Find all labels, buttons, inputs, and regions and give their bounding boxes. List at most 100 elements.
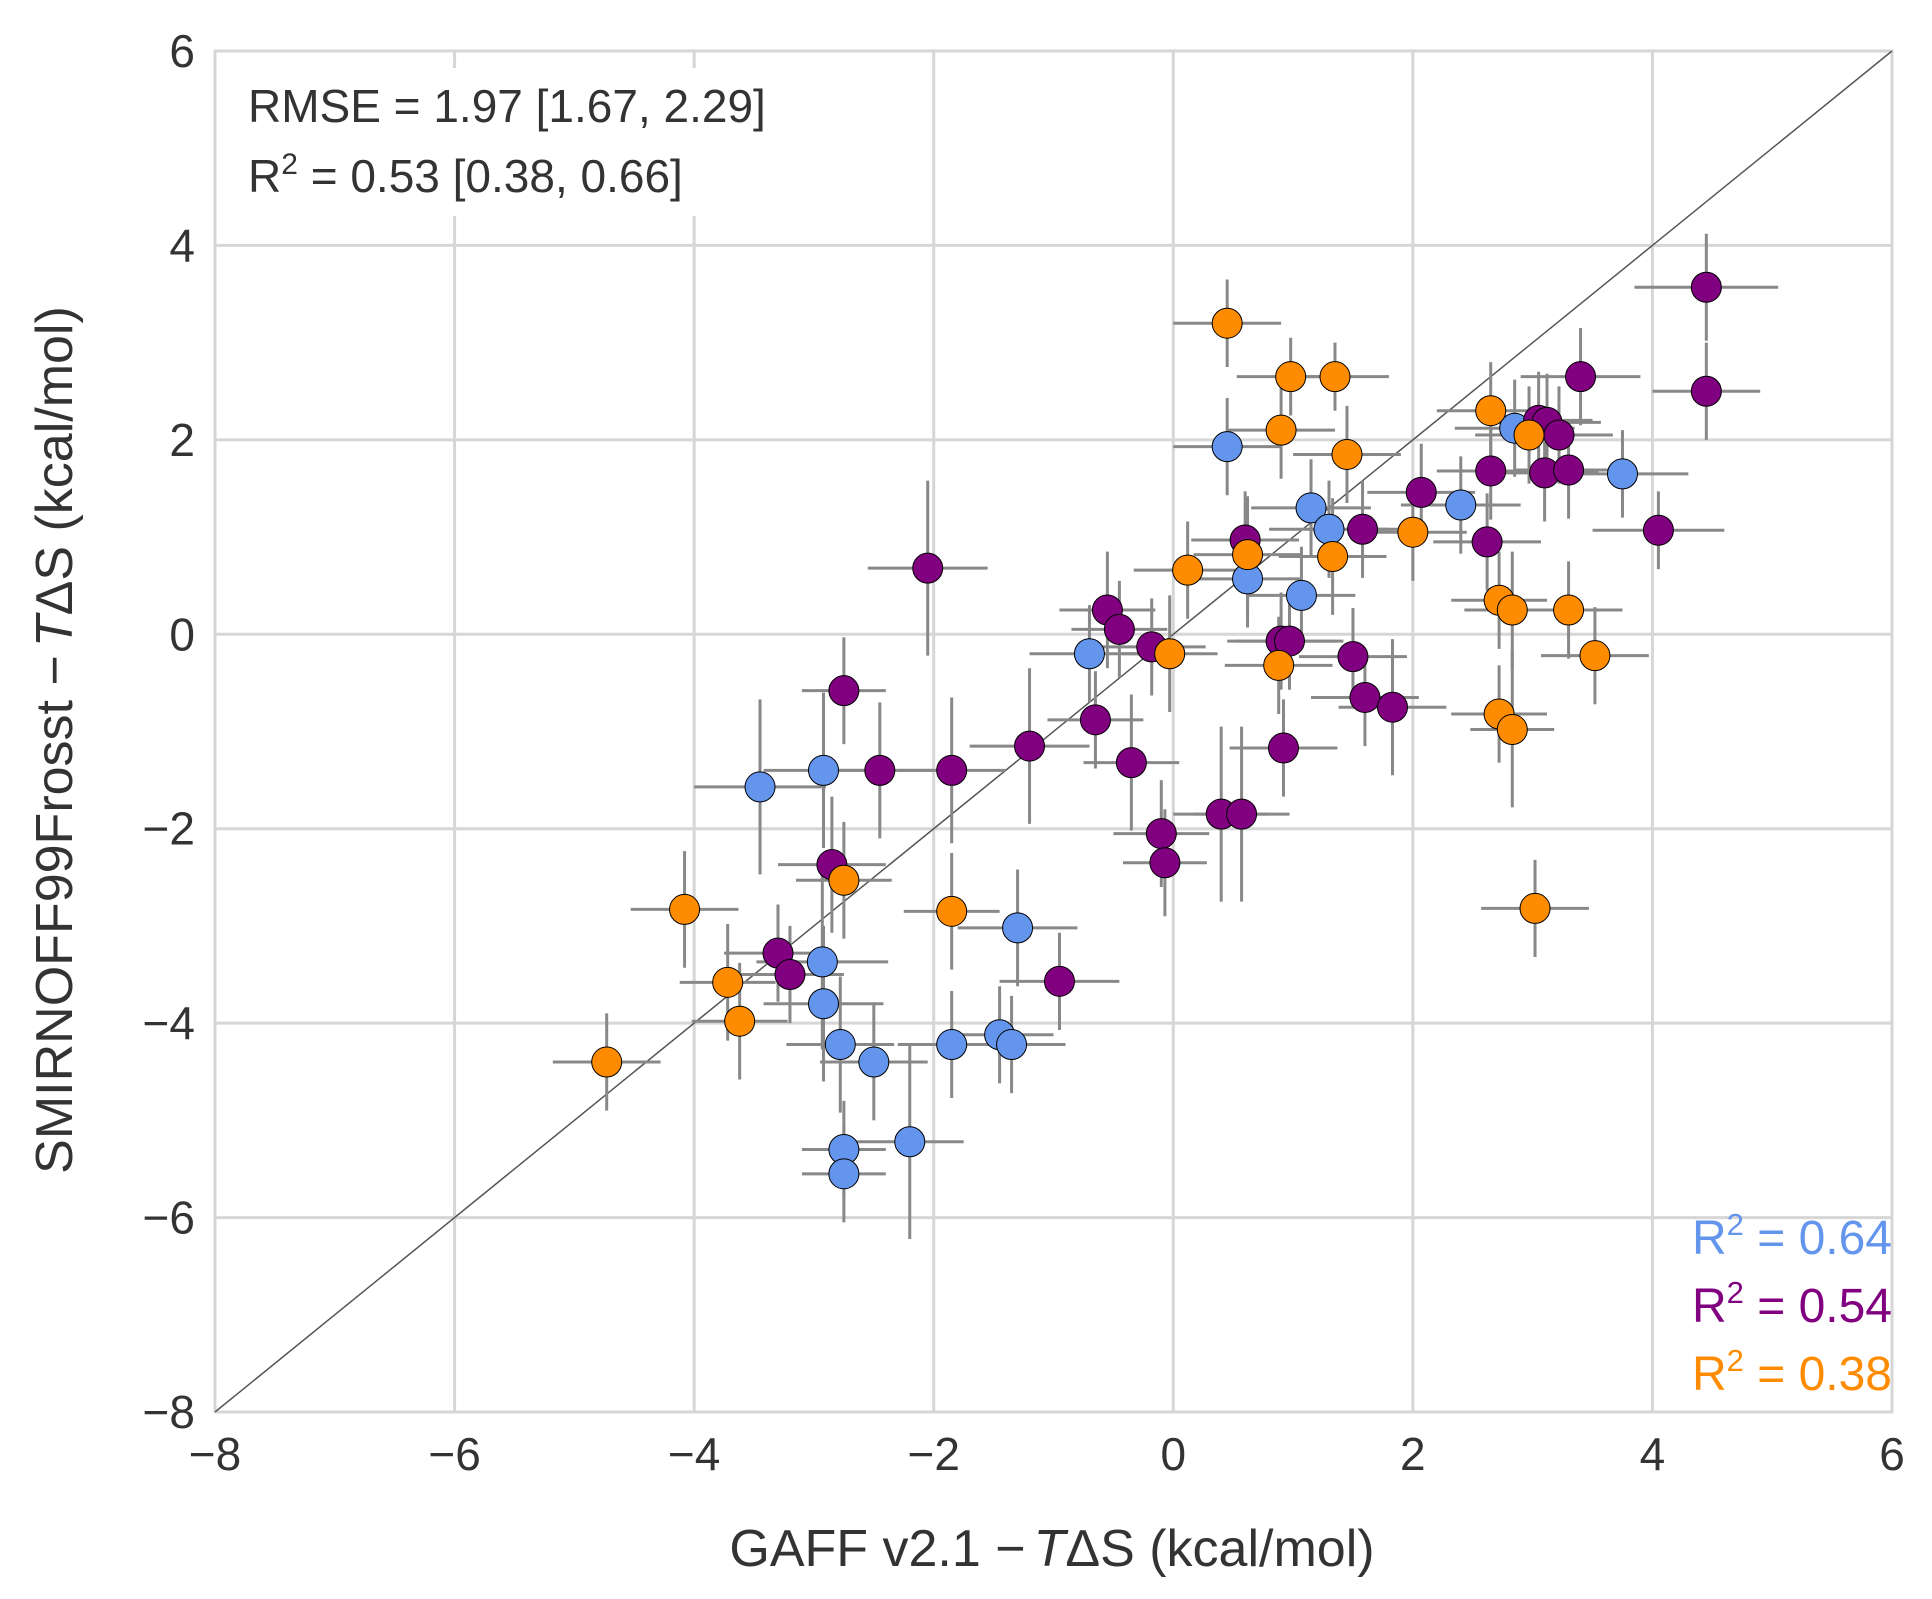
data-point — [894, 1126, 926, 1158]
data-point — [1642, 514, 1674, 546]
data-point — [1317, 541, 1349, 573]
data-point — [1149, 847, 1181, 879]
data-point — [912, 552, 944, 584]
data-point — [1265, 414, 1297, 446]
data-point — [1073, 638, 1105, 670]
data-point — [936, 1029, 968, 1061]
y-tick-label: −2 — [143, 803, 195, 855]
data-point — [1226, 798, 1258, 830]
data-point — [1690, 271, 1722, 303]
identity-line — [214, 50, 1893, 1413]
data-point — [1232, 539, 1264, 571]
data-point — [1295, 492, 1327, 524]
data-point — [1319, 361, 1351, 393]
data-point — [1543, 419, 1575, 451]
data-points — [591, 271, 1722, 1190]
r2-overall-label: R2 = 0.53 [0.38, 0.66] — [248, 148, 683, 202]
data-point — [724, 1005, 756, 1037]
x-tick-label: 2 — [1400, 1428, 1426, 1480]
y-tick-label: −6 — [143, 1192, 195, 1244]
data-point — [591, 1046, 623, 1078]
data-point — [1079, 704, 1111, 736]
data-point — [1553, 454, 1585, 486]
data-point — [1211, 431, 1243, 463]
data-point — [858, 1046, 890, 1078]
data-point — [864, 754, 896, 786]
data-point — [806, 946, 838, 978]
data-point — [1154, 638, 1186, 670]
data-point — [1475, 455, 1507, 487]
data-point — [1565, 361, 1597, 393]
data-point — [828, 675, 860, 707]
data-point — [828, 1158, 860, 1190]
data-point — [1445, 489, 1477, 521]
data-point — [1115, 747, 1147, 779]
data-point — [1002, 912, 1034, 944]
y-tick-label: 6 — [169, 25, 195, 77]
data-point — [808, 754, 840, 786]
data-point — [1263, 649, 1295, 681]
tick-labels: −8 −6 −4 −2 0 2 4 6 −8 −6 −4 −2 0 2 4 6 — [143, 25, 1905, 1480]
x-axis-label: GAFF v2.1 − TΔS (kcal/mol) — [729, 1520, 1374, 1578]
data-point — [1275, 361, 1307, 393]
data-point — [1337, 641, 1369, 673]
data-point — [1145, 818, 1177, 850]
data-point — [1496, 714, 1528, 746]
r2-legend-blue: R2 = 0.64 — [1692, 1207, 1892, 1265]
data-point — [1690, 375, 1722, 407]
data-point — [1579, 640, 1611, 672]
data-point — [936, 754, 968, 786]
data-point — [1313, 513, 1345, 545]
data-point — [1553, 594, 1585, 626]
data-point — [824, 1029, 856, 1061]
data-point — [808, 988, 840, 1020]
r2-legend: R2 = 0.64 R2 = 0.54 R2 = 0.38 — [1692, 1207, 1892, 1401]
data-point — [1211, 307, 1243, 339]
data-point — [828, 864, 860, 896]
data-point — [1496, 594, 1528, 626]
y-tick-label: 0 — [169, 608, 195, 660]
x-tick-label: −8 — [189, 1428, 241, 1480]
rmse-label: RMSE = 1.97 [1.67, 2.29] — [248, 80, 766, 132]
y-axis-label: SMIRNOFF99Frosst −TΔS (kcal/mol) — [26, 306, 84, 1174]
r2-legend-orange: R2 = 0.38 — [1692, 1343, 1892, 1401]
y-tick-label: −4 — [143, 997, 195, 1049]
x-tick-label: 0 — [1160, 1428, 1186, 1480]
y-tick-label: 4 — [169, 219, 195, 271]
x-tick-label: 6 — [1879, 1428, 1905, 1480]
data-point — [712, 966, 744, 998]
data-point — [1285, 579, 1317, 611]
x-tick-label: −6 — [428, 1428, 480, 1480]
data-point — [1513, 419, 1545, 451]
data-point — [1172, 554, 1204, 586]
stats-box-background — [228, 68, 920, 216]
data-point — [1519, 892, 1551, 924]
data-point — [1397, 516, 1429, 548]
data-point — [1606, 458, 1638, 490]
data-point — [996, 1029, 1028, 1061]
data-point — [1349, 681, 1381, 713]
y-tick-label: 2 — [169, 414, 195, 466]
x-tick-label: 4 — [1640, 1428, 1666, 1480]
data-point — [1014, 730, 1046, 762]
data-point — [1347, 513, 1379, 545]
data-point — [1475, 395, 1507, 427]
data-point — [936, 895, 968, 927]
data-point — [669, 893, 701, 925]
data-point — [1376, 691, 1408, 723]
data-point — [1103, 613, 1135, 645]
x-tick-label: −4 — [668, 1428, 720, 1480]
data-point — [1405, 476, 1437, 508]
data-point — [1043, 965, 1075, 997]
plot-border — [213, 49, 1894, 1414]
data-point — [1267, 732, 1299, 764]
x-tick-label: −2 — [907, 1428, 959, 1480]
r2-legend-purple: R2 = 0.54 — [1692, 1275, 1892, 1333]
data-point — [1331, 438, 1363, 470]
data-point — [1471, 526, 1503, 558]
data-point — [744, 771, 776, 803]
y-tick-label: −8 — [143, 1386, 195, 1438]
grid-lines — [213, 49, 1894, 1414]
